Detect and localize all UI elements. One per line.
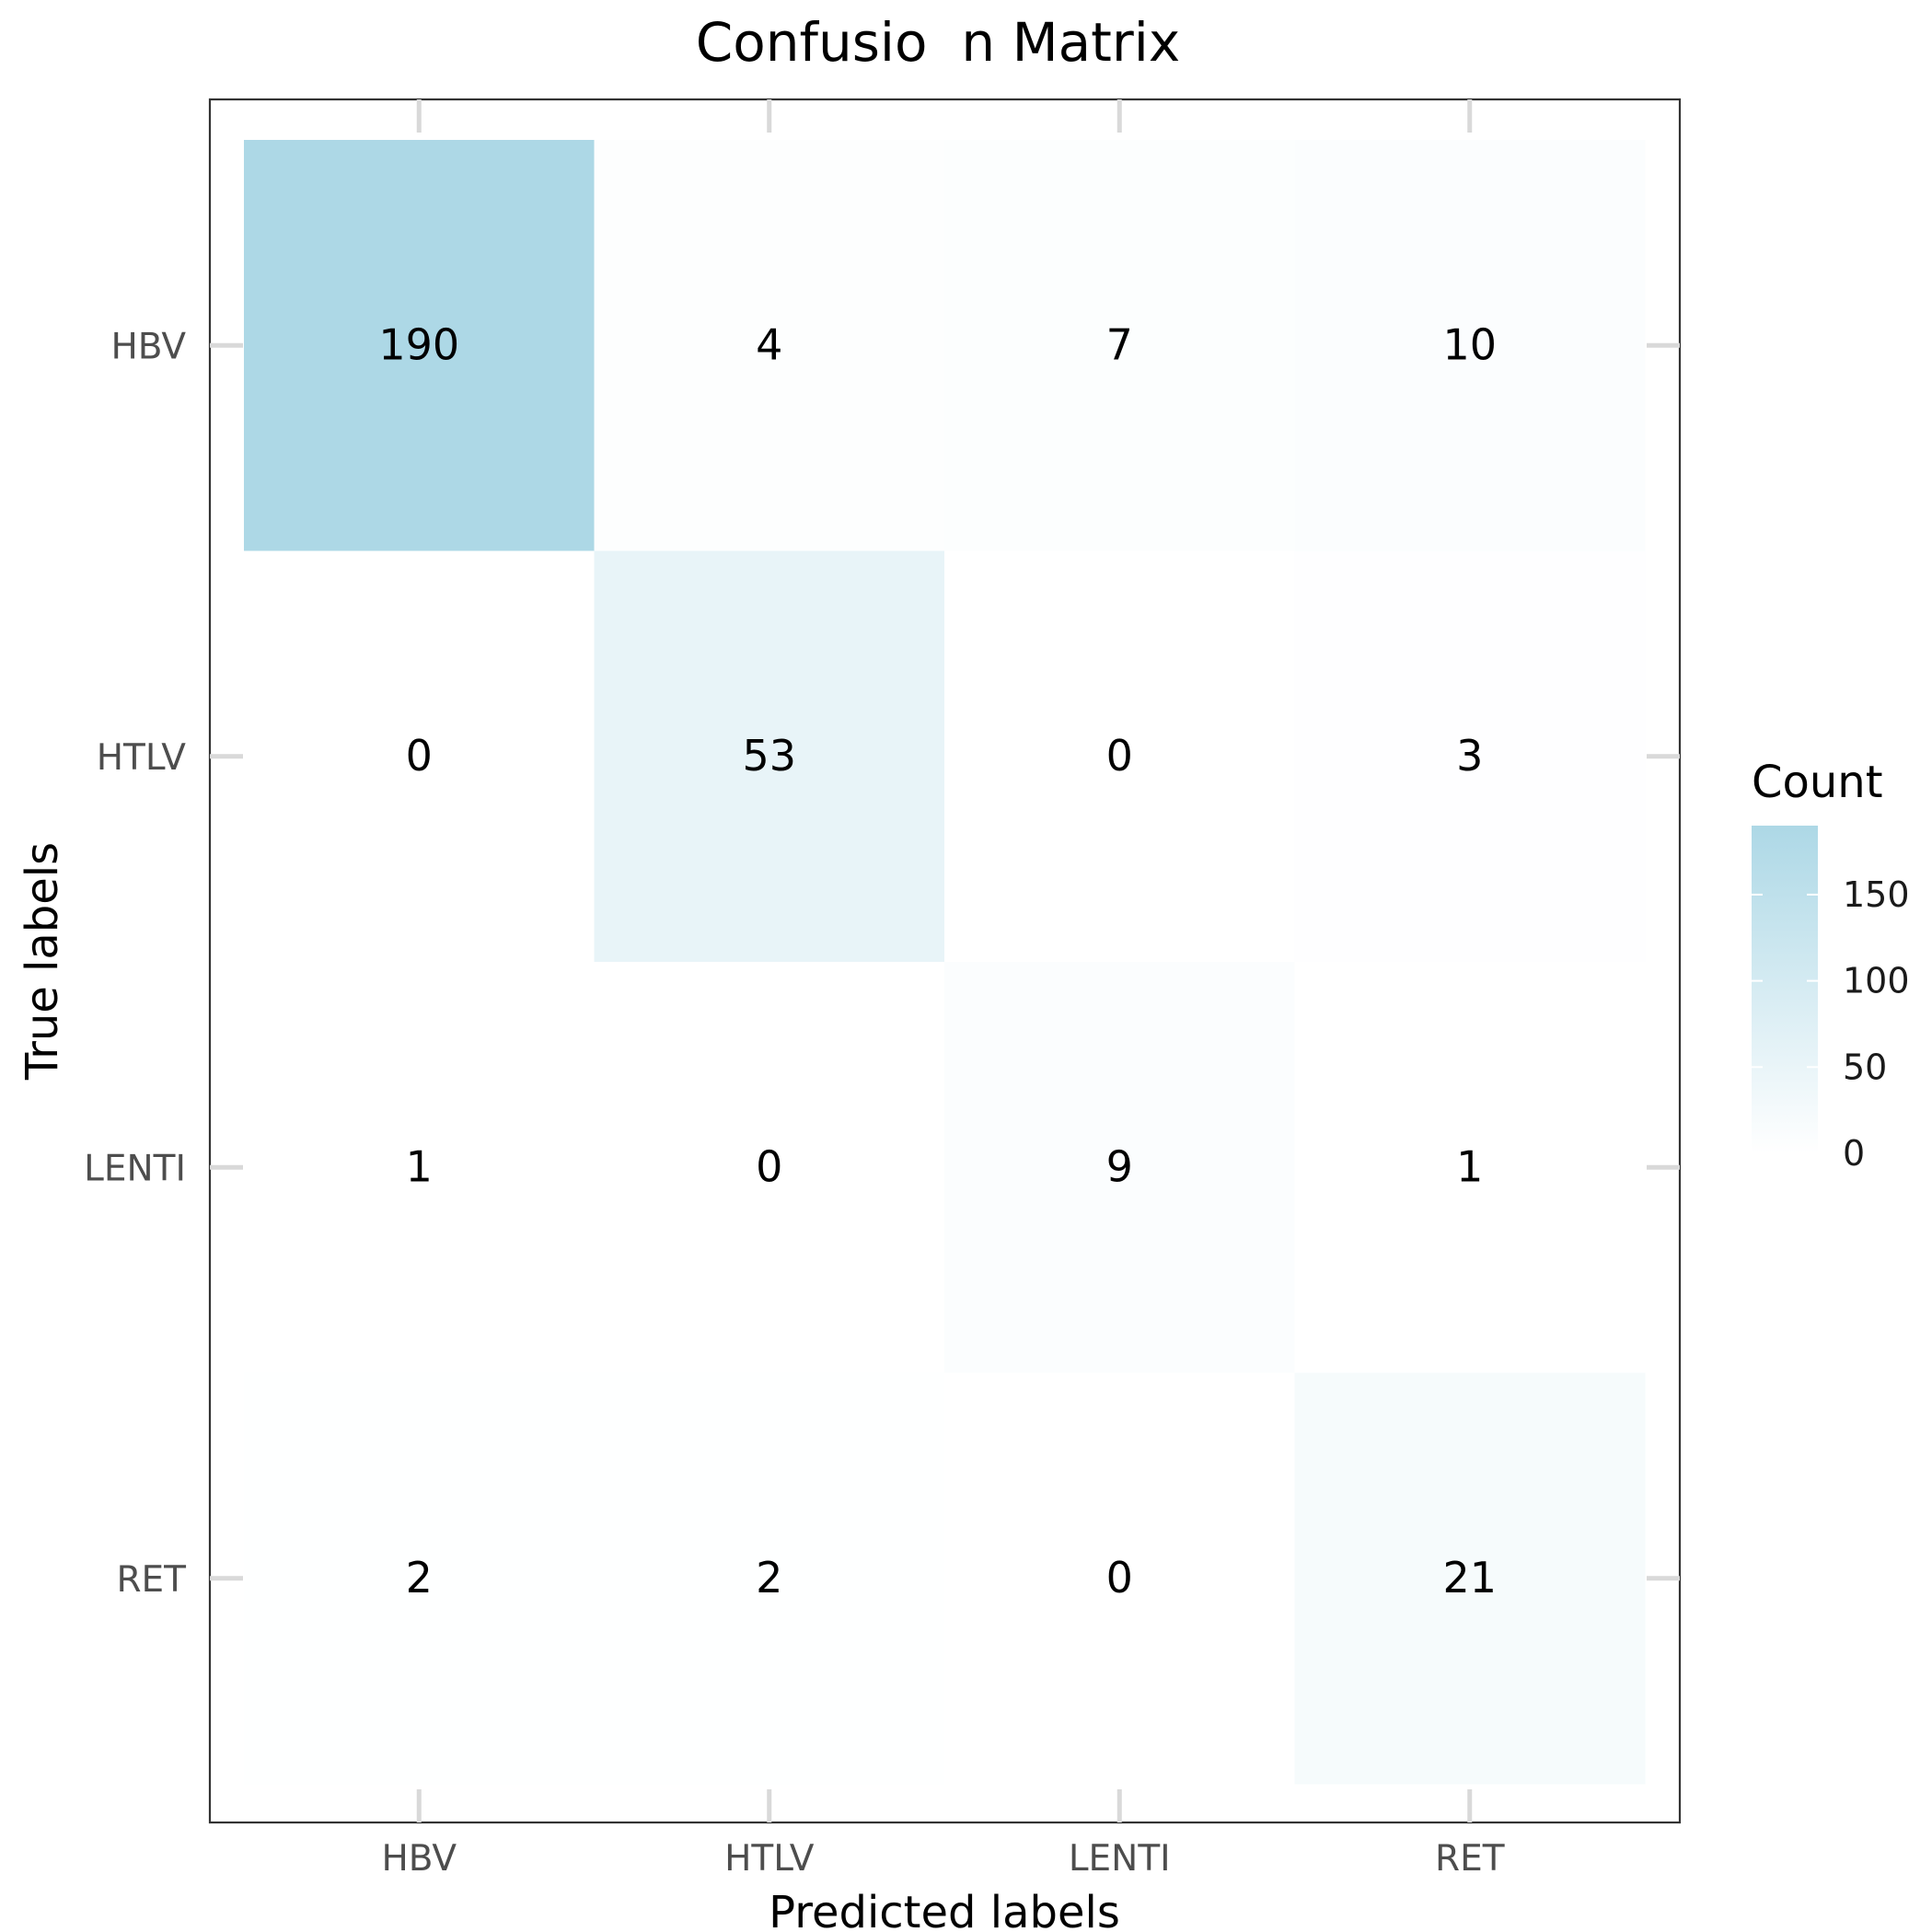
y-tick-label-ret: RET <box>116 1559 186 1601</box>
legend-tick-label: 150 <box>1843 874 1910 915</box>
heatmap-cell-hbv-lenti <box>944 140 1295 551</box>
cell-value-label: 10 <box>1442 319 1497 369</box>
legend-tick-label: 50 <box>1843 1047 1887 1087</box>
cell-value-label: 3 <box>1456 731 1483 781</box>
legend-colorbar <box>1752 826 1818 1153</box>
heatmap-cell-htlv-htlv <box>594 550 945 963</box>
heatmap-cell-lenti-ret <box>1294 962 1646 1373</box>
heatmap-cell-ret-ret <box>1294 1372 1646 1785</box>
cell-value-label: 9 <box>1106 1141 1133 1191</box>
heatmap-cell-lenti-lenti <box>944 962 1295 1373</box>
y-tick-label-htlv: HTLV <box>97 737 187 779</box>
heatmap-cell-ret-htlv <box>594 1372 945 1785</box>
y-tick-label-lenti: LENTI <box>84 1148 186 1189</box>
legend-ticks: 0 50 100 150 <box>1752 874 1910 1174</box>
axis-ticks <box>210 99 1680 1822</box>
cell-value-label: 0 <box>406 731 433 781</box>
x-tick-label-htlv: HTLV <box>724 1838 815 1880</box>
color-legend: Count 0 50 100 150 <box>1752 757 1910 1174</box>
cell-value-label: 0 <box>756 1141 782 1191</box>
x-axis-tick-labels: HBV HTLV LENTI RET <box>381 1838 1504 1880</box>
heatmap-cell-hbv-htlv <box>594 140 945 551</box>
cell-value-label: 1 <box>406 1141 433 1191</box>
legend-tick-label: 0 <box>1843 1133 1865 1174</box>
cell-value-label: 53 <box>742 731 796 781</box>
cell-value-label: 0 <box>1106 731 1133 781</box>
cell-value-label: 7 <box>1106 319 1133 369</box>
heatmap-cell-htlv-hbv <box>244 550 595 963</box>
cell-value-label: 0 <box>1106 1553 1133 1602</box>
cell-value-labels: 190 4 7 100 53 0 31 0 9 12 2 0 21 <box>378 319 1497 1602</box>
x-axis-title: Predicted labels <box>769 1887 1120 1932</box>
x-tick-label-ret: RET <box>1435 1838 1505 1880</box>
panel-border <box>208 98 1682 1824</box>
cell-value-label: 2 <box>756 1553 782 1602</box>
heatmap-cells <box>244 140 1646 1785</box>
y-tick-label-hbv: HBV <box>110 326 186 367</box>
y-axis-tick-labels: HBV HTLV LENTI RET <box>84 326 186 1601</box>
cell-value-label: 4 <box>756 319 782 369</box>
heatmap-cell-ret-hbv <box>244 1372 595 1785</box>
y-axis-title: True labels <box>17 842 68 1081</box>
x-tick-label-hbv: HBV <box>381 1838 457 1880</box>
heatmap-cell-htlv-lenti <box>944 550 1295 963</box>
cell-value-label: 21 <box>1442 1553 1497 1602</box>
heatmap-cell-htlv-ret <box>1294 550 1646 963</box>
cell-value-label: 190 <box>378 319 459 369</box>
legend-tick-label: 100 <box>1843 961 1910 1001</box>
heatmap-cell-ret-lenti <box>944 1372 1295 1785</box>
cell-value-label: 2 <box>406 1553 433 1602</box>
heatmap-cell-hbv-hbv <box>244 140 595 551</box>
x-tick-label-lenti: LENTI <box>1069 1838 1171 1880</box>
heatmap-cell-hbv-ret <box>1294 140 1646 551</box>
heatmap-cell-lenti-htlv <box>594 962 945 1373</box>
legend-title: Count <box>1752 757 1883 808</box>
heatmap-cell-lenti-hbv <box>244 962 595 1373</box>
cell-value-label: 1 <box>1456 1141 1483 1191</box>
chart-title: Confusio n Matrix <box>696 11 1180 74</box>
